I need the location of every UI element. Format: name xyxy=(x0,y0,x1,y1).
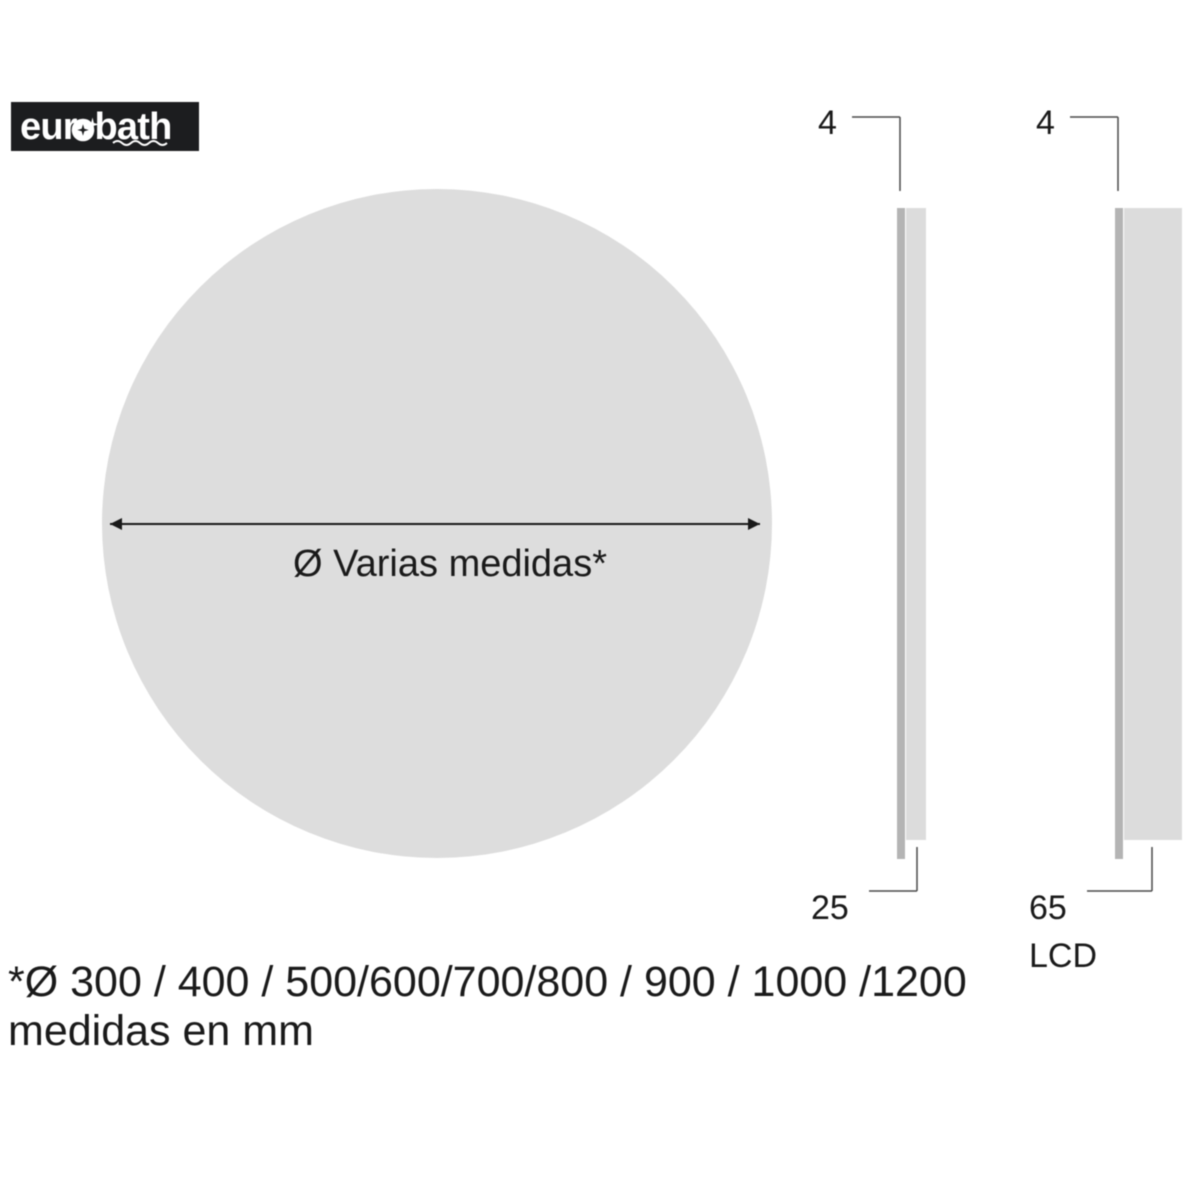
svg-text:Ø Varias medidas*: Ø Varias medidas* xyxy=(293,543,607,585)
svg-text:65: 65 xyxy=(1029,889,1067,927)
svg-text:medidas en mm: medidas en mm xyxy=(8,1007,314,1055)
svg-text:4: 4 xyxy=(1036,104,1055,142)
svg-text:LCD: LCD xyxy=(1029,937,1097,975)
svg-text:4: 4 xyxy=(818,104,837,142)
svg-text:*Ø 300 / 400 / 500/600/700/800: *Ø 300 / 400 / 500/600/700/800 / 900 / 1… xyxy=(8,958,967,1006)
svg-text:25: 25 xyxy=(811,889,849,927)
